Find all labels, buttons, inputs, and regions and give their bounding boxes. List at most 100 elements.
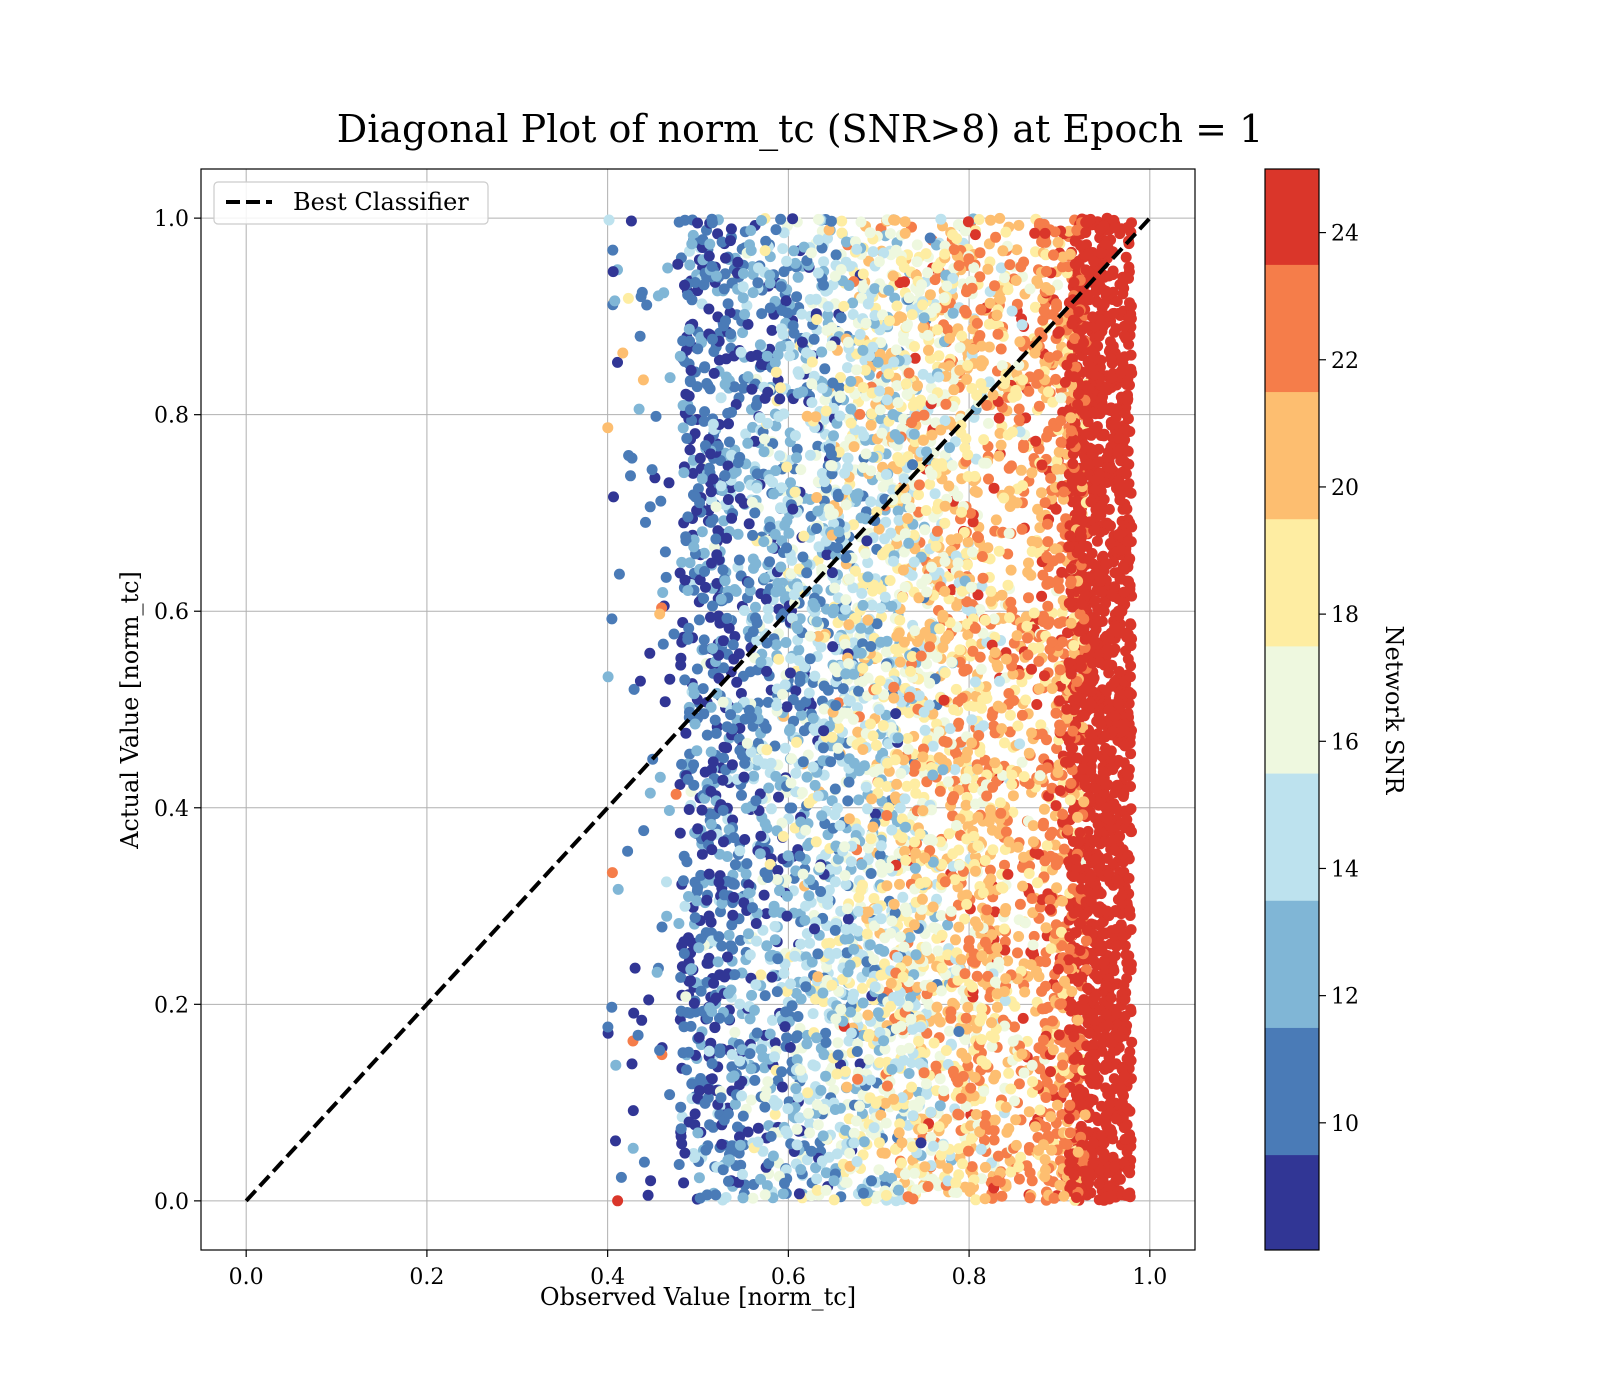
scatter-point — [894, 878, 905, 890]
scatter-point — [770, 465, 782, 477]
scatter-point — [679, 674, 691, 686]
scatter-point — [1120, 332, 1132, 344]
scatter-point — [874, 849, 886, 861]
scatter-point — [790, 685, 802, 697]
scatter-point — [723, 622, 735, 634]
scatter-point — [730, 585, 742, 597]
scatter-point — [975, 378, 987, 390]
scatter-point — [765, 1130, 777, 1142]
scatter-point — [715, 1092, 727, 1104]
scatter-point — [738, 605, 750, 616]
scatter-point — [874, 675, 886, 687]
scatter-point — [884, 228, 896, 240]
scatter-point — [734, 998, 746, 1010]
scatter-point — [819, 394, 831, 406]
scatter-point — [1034, 218, 1046, 229]
scatter-point — [714, 1012, 725, 1024]
scatter-point — [813, 213, 824, 225]
scatter-point — [861, 928, 873, 940]
scatter-point — [982, 542, 994, 554]
scatter-point — [860, 781, 872, 793]
scatter-point — [761, 940, 773, 952]
scatter-point — [988, 1134, 1000, 1146]
scatter-point — [1096, 1100, 1107, 1112]
scatter-point — [817, 742, 829, 754]
scatter-point — [942, 776, 954, 788]
scatter-point — [735, 688, 747, 699]
scatter-point — [734, 744, 746, 756]
scatter-point — [1008, 695, 1020, 706]
scatter-point — [778, 266, 790, 278]
scatter-point — [839, 638, 851, 650]
scatter-point — [871, 1190, 883, 1202]
scatter-point — [894, 1118, 906, 1130]
scatter-point — [707, 600, 718, 612]
scatter-point — [803, 687, 815, 699]
scatter-point — [920, 505, 932, 516]
scatter-point — [1040, 249, 1052, 261]
scatter-point — [974, 271, 986, 283]
scatter-point — [899, 845, 911, 857]
scatter-point — [997, 882, 1009, 894]
scatter-point — [820, 1027, 832, 1039]
scatter-point — [913, 489, 924, 501]
scatter-point — [891, 380, 903, 392]
scatter-point — [706, 1058, 718, 1070]
scatter-point — [895, 768, 907, 779]
scatter-point — [1021, 1160, 1033, 1172]
scatter-point — [1066, 986, 1078, 997]
scatter-point — [857, 382, 869, 393]
scatter-point — [904, 502, 916, 514]
scatter-point — [1028, 930, 1040, 942]
scatter-point — [823, 884, 835, 896]
scatter-point — [1095, 354, 1107, 366]
scatter-point — [681, 432, 693, 444]
scatter-point — [737, 1110, 749, 1122]
scatter-point — [890, 794, 902, 805]
scatter-point — [743, 518, 755, 530]
scatter-point — [1041, 1076, 1053, 1088]
scatter-point — [791, 443, 803, 455]
scatter-point — [934, 836, 946, 848]
scatter-point — [1098, 298, 1110, 310]
scatter-point — [896, 1092, 908, 1104]
scatter-point — [944, 442, 955, 454]
scatter-point — [712, 228, 724, 240]
scatter-point — [766, 324, 778, 336]
scatter-point — [935, 1149, 947, 1161]
scatter-point — [812, 971, 824, 983]
scatter-point — [720, 315, 731, 327]
scatter-point — [708, 367, 720, 379]
scatter-point — [709, 1021, 721, 1033]
scatter-point — [939, 415, 951, 427]
scatter-point — [952, 899, 964, 911]
scatter-point — [678, 850, 690, 862]
scatter-point — [1016, 756, 1028, 768]
scatter-point — [705, 818, 717, 830]
scatter-point — [795, 1164, 807, 1175]
scatter-point — [716, 940, 728, 952]
scatter-point — [726, 1049, 738, 1060]
scatter-point — [958, 665, 970, 677]
scatter-point — [676, 556, 688, 568]
scatter-point — [979, 1110, 991, 1121]
scatter-point — [999, 272, 1010, 284]
scatter-point — [764, 1028, 776, 1040]
scatter-point — [752, 277, 764, 289]
scatter-point — [794, 671, 806, 682]
scatter-point — [692, 217, 703, 229]
scatter-point — [900, 493, 912, 505]
scatter-point — [867, 341, 879, 353]
scatter-point — [878, 247, 890, 259]
scatter-point — [899, 216, 911, 228]
scatter-point — [1062, 627, 1073, 639]
scatter-point — [1027, 907, 1039, 919]
scatter-point — [1057, 895, 1068, 907]
scatter-point — [745, 1094, 757, 1106]
scatter-point — [791, 452, 802, 464]
scatter-point — [999, 995, 1011, 1007]
scatter-point — [974, 746, 986, 758]
scatter-point — [781, 1032, 793, 1044]
scatter-point — [996, 1190, 1008, 1202]
